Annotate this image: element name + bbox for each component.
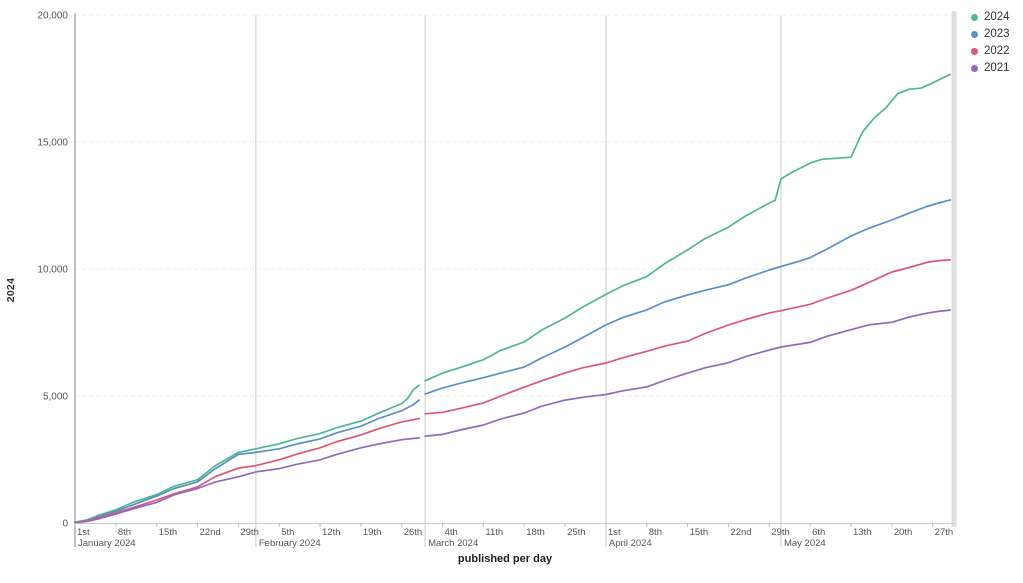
x-axis-month-label: April 2024 xyxy=(609,538,652,549)
x-axis-tick-label: 12th xyxy=(322,527,341,538)
x-axis-month-label: January 2024 xyxy=(78,538,136,549)
x-axis-tick-label: 20th xyxy=(894,527,913,538)
y-axis-tick-label: 20,000 xyxy=(37,11,68,22)
x-axis-tick-label: 1st xyxy=(608,527,621,538)
x-axis-tick-label: 19th xyxy=(363,527,382,538)
x-axis-tick-label: 27th xyxy=(935,527,954,538)
y-axis-tick-label: 15,000 xyxy=(37,138,68,149)
legend-label: 2021 xyxy=(984,62,1010,74)
series-line-2024 xyxy=(74,73,952,524)
legend-dot-icon xyxy=(971,47,978,55)
x-axis-tick-label: 15th xyxy=(159,527,178,538)
x-axis-month-label: March 2024 xyxy=(428,538,478,549)
x-axis-tick-label: 29th xyxy=(240,527,259,538)
legend-dot-icon xyxy=(971,13,978,21)
x-axis-tick-label: 26th xyxy=(404,527,423,538)
legend-dot-icon xyxy=(971,64,978,72)
x-axis-month-label: February 2024 xyxy=(259,538,321,549)
x-axis-tick-label: 1st xyxy=(77,527,90,538)
legend-item-2023[interactable]: 2023 xyxy=(971,27,1010,41)
legend-item-2021[interactable]: 2021 xyxy=(971,61,1010,75)
series-line-2023 xyxy=(74,199,952,524)
legend-item-2022[interactable]: 2022 xyxy=(971,44,1010,58)
x-axis-tick-label: 22nd xyxy=(730,527,751,538)
x-axis-tick-label: 15th xyxy=(690,527,709,538)
x-axis-tick-label: 8th xyxy=(649,527,662,538)
y-axis-title: 2024 xyxy=(5,277,17,303)
y-axis-tick-label: 0 xyxy=(62,519,68,530)
y-axis-tick-label: 5,000 xyxy=(43,392,68,403)
x-axis-tick-label: 11th xyxy=(485,527,503,538)
legend-label: 2024 xyxy=(984,11,1010,23)
x-axis-tick-label: 4th xyxy=(445,527,458,538)
legend-label: 2022 xyxy=(984,45,1010,57)
x-axis-month-label: May 2024 xyxy=(784,538,826,549)
x-axis-tick-label: 8th xyxy=(118,527,131,538)
legend-dot-icon xyxy=(971,30,978,38)
x-axis-tick-label: 5th xyxy=(281,527,294,538)
x-axis-tick-label: 18th xyxy=(526,527,545,538)
x-axis-tick-label: 25th xyxy=(567,527,586,538)
x-axis-title: published per day xyxy=(457,553,553,565)
series-line-2022 xyxy=(74,259,952,524)
y-axis-tick-label: 10,000 xyxy=(37,265,68,276)
legend-label: 2023 xyxy=(984,28,1010,40)
x-axis-tick-label: 29th xyxy=(771,527,790,538)
x-axis-tick-label: 22nd xyxy=(200,527,221,538)
plot-right-edge-bar xyxy=(951,11,957,527)
x-axis-tick-label: 6th xyxy=(812,527,825,538)
x-axis-tick-label: 13th xyxy=(853,527,872,538)
series-line-2021 xyxy=(74,309,952,524)
legend-item-2024[interactable]: 2024 xyxy=(971,10,1010,24)
legend: 2024 2023 2022 2021 xyxy=(971,10,1010,75)
